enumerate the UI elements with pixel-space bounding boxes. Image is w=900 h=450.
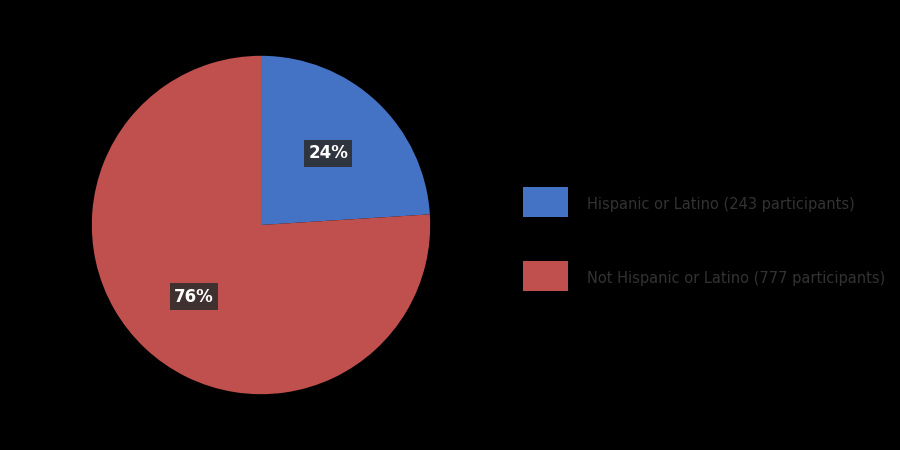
Bar bbox=[523, 261, 568, 292]
Text: Not Hispanic or Latino (777 participants): Not Hispanic or Latino (777 participants… bbox=[587, 271, 886, 286]
Bar bbox=[523, 187, 568, 217]
Text: 24%: 24% bbox=[308, 144, 348, 162]
Text: 76%: 76% bbox=[174, 288, 213, 306]
Text: Hispanic or Latino (243 participants): Hispanic or Latino (243 participants) bbox=[587, 197, 855, 212]
Wedge shape bbox=[261, 56, 430, 225]
Wedge shape bbox=[92, 56, 430, 394]
